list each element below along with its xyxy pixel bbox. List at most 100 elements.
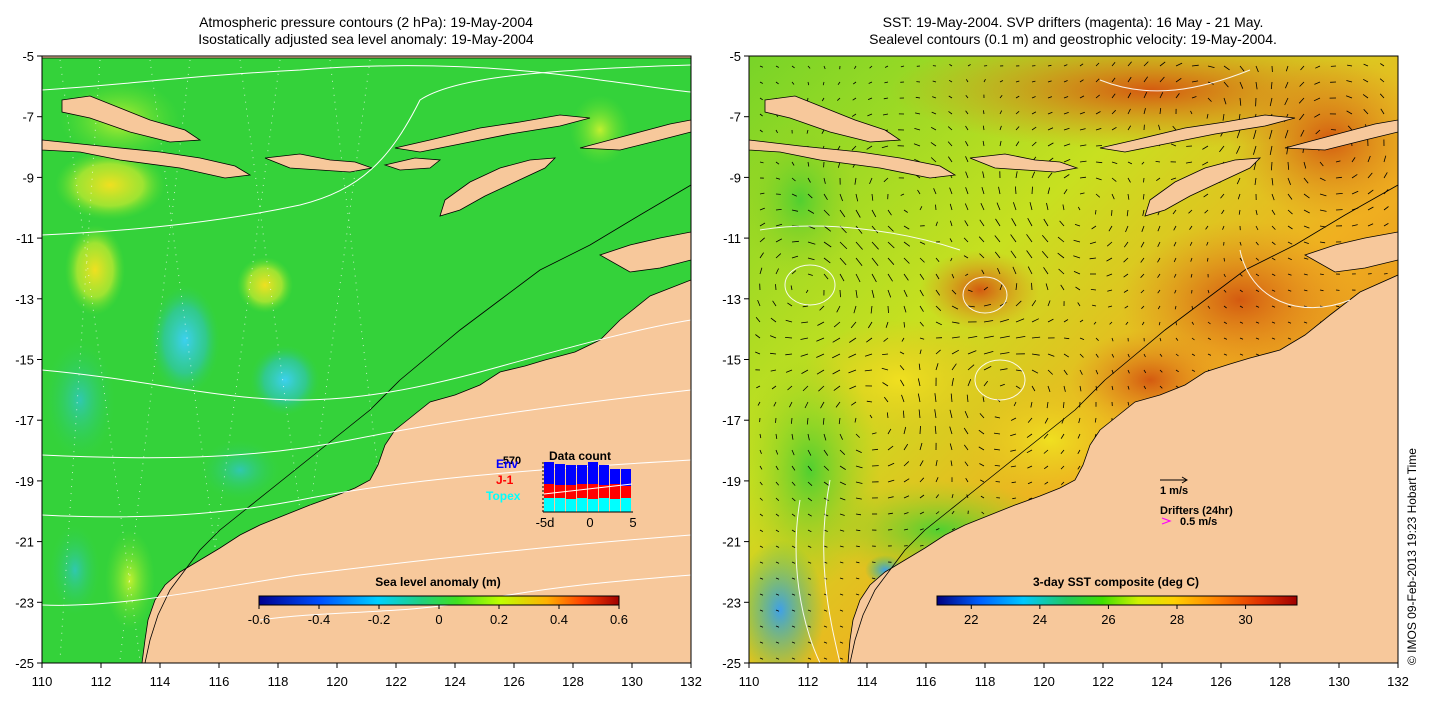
right-xtick-label: 124	[1151, 674, 1173, 689]
right-ytick-label: -17	[722, 413, 741, 428]
left-xtick-label: 128	[562, 674, 584, 689]
dc-bar-env	[555, 464, 565, 485]
right-ytick-label: -13	[722, 292, 741, 307]
right-ytick-label: -15	[722, 353, 741, 368]
left-ytick-label: -17	[15, 413, 34, 428]
right-y-axis: -5 -7 -9 -11 -13 -15 -17 -19 -21 -23 -25	[722, 49, 749, 671]
dc-bar-topex	[566, 499, 576, 512]
left-x-axis: 110 112 114 116 118 120 122 124 126 128 130 132	[32, 663, 702, 689]
dc-xtick-1: 0	[586, 515, 593, 530]
right-ytick-label: -21	[722, 535, 741, 550]
right-ytick-label: -9	[729, 170, 741, 185]
left-ytick-label: -25	[15, 656, 34, 671]
legend-env: Env	[496, 457, 518, 471]
right-xtick-label: 130	[1328, 674, 1350, 689]
velocity-key-label: 1 m/s	[1160, 485, 1188, 497]
right-xtick-label: 122	[1092, 674, 1114, 689]
dc-bar-j1	[588, 484, 598, 499]
drifters-label: Drifters (24hr)	[1160, 505, 1233, 517]
left-ytick-label: -7	[22, 110, 34, 125]
dc-bar-j1	[610, 484, 620, 499]
left-shelf-contour	[144, 184, 691, 663]
left-y-axis: -5 -7 -9 -11 -13 -15 -17 -19 -21 -23 -25	[15, 49, 42, 671]
imos-credit: © IMOS 09-Feb-2013 19:23 Hobart Time	[1405, 448, 1419, 665]
sla-cb-ticks-label: -0.6	[248, 612, 270, 627]
left-ytick-label: -9	[22, 170, 34, 185]
dc-bar-j1	[577, 484, 587, 498]
right-xtick-label: 118	[975, 674, 996, 689]
dc-bar-j1	[566, 485, 576, 499]
legend-j1: J-1	[496, 473, 514, 487]
left-ytick-label: -23	[15, 595, 34, 610]
data-count-max: 570	[503, 455, 521, 467]
left-ytick-label: -5	[22, 49, 34, 64]
drifter-key-icon	[1161, 517, 1172, 525]
sst-colorbar-ticks: 22 24 26 28 30	[964, 605, 1253, 627]
right-xtick-label: 132	[1387, 674, 1409, 689]
sst-cb-ticks-label: 24	[1033, 612, 1047, 627]
dc-bar-j1	[621, 486, 631, 498]
dc-bar-env	[588, 462, 598, 484]
right-xtick-label: 112	[798, 674, 819, 689]
left-xtick-label: 124	[444, 674, 466, 689]
dc-bar-topex	[588, 499, 598, 512]
sla-cb-ticks-label: -0.2	[368, 612, 390, 627]
velocity-key: 1 m/s Drifters (24hr) 0.5 m/s	[1160, 476, 1233, 528]
dc-bar-topex	[577, 498, 587, 512]
data-count-title: Data count	[549, 449, 611, 463]
left-xtick-label: 114	[150, 674, 171, 689]
data-count-inset: Data count 570 Env J-1 Topex -5d 0 5	[486, 449, 637, 530]
right-ytick-label: -5	[729, 49, 741, 64]
dc-bar-topex	[610, 499, 620, 512]
dc-bar-env	[621, 469, 631, 486]
left-xtick-label: 112	[91, 674, 112, 689]
sla-cb-ticks-label: 0.6	[610, 612, 628, 627]
left-xtick-label: 118	[268, 674, 289, 689]
sla-colorbar-label: Sea level anomaly (m)	[375, 575, 500, 589]
right-xtick-label: 114	[857, 674, 878, 689]
right-xtick-label: 110	[739, 674, 760, 689]
sla-colorbar: Sea level anomaly (m) -0.6 -0.4 -0.2 0 0.2 0.…	[248, 575, 628, 627]
sla-cb-ticks-label: -0.4	[308, 612, 330, 627]
sst-colorbar: 3-day SST composite (deg C) 22 24 26 28 30	[936, 575, 1298, 627]
right-x-axis: 110 112 114 116 118 120 122 124 126 128 130 132	[739, 663, 1409, 689]
right-xtick-label: 126	[1210, 674, 1232, 689]
left-ytick-label: -11	[16, 231, 34, 246]
dc-bar-env	[610, 469, 620, 484]
sla-colorbar-ticks: -0.6 -0.4 -0.2 0 0.2 0.4 0.6	[248, 605, 628, 627]
dc-bar-topex	[544, 498, 554, 512]
left-ytick-label: -21	[15, 535, 34, 550]
dc-bar-env	[577, 465, 587, 484]
sst-cb-ticks-label: 28	[1170, 612, 1184, 627]
left-xtick-label: 132	[680, 674, 702, 689]
left-xtick-label: 120	[326, 674, 348, 689]
right-ytick-label: -19	[722, 474, 741, 489]
sla-cb-ticks-label: 0.2	[490, 612, 508, 627]
dc-xtick-2: 5	[629, 515, 636, 530]
sst-cb-ticks-label: 30	[1238, 612, 1252, 627]
sla-cb-ticks-label: 0.4	[550, 612, 568, 627]
left-xtick-label: 122	[385, 674, 407, 689]
left-ytick-label: -19	[15, 474, 34, 489]
right-title-line2: Sealevel contours (0.1 m) and geostrophi…	[869, 31, 1277, 47]
drifter-key-label: 0.5 m/s	[1180, 516, 1217, 528]
dc-bar-topex	[599, 498, 609, 512]
right-shelf-contour	[849, 184, 1398, 663]
dc-bar-topex	[621, 498, 631, 512]
left-xtick-label: 130	[621, 674, 643, 689]
dc-bar-env	[566, 465, 576, 485]
left-xtick-label: 126	[503, 674, 525, 689]
sst-cb-ticks-label: 26	[1101, 612, 1115, 627]
right-ytick-label: -7	[729, 110, 741, 125]
left-title-line1: Atmospheric pressure contours (2 hPa): 1…	[199, 14, 533, 30]
right-xtick-label: 128	[1269, 674, 1291, 689]
right-xtick-label: 116	[916, 674, 937, 689]
right-map	[749, 56, 1398, 663]
dc-bar-j1	[555, 485, 565, 498]
right-ytick-label: -11	[723, 231, 741, 246]
dc-bar-j1	[544, 484, 554, 498]
legend-topex: Topex	[486, 489, 521, 503]
dc-xtick-0: -5d	[536, 515, 555, 530]
left-xtick-label: 116	[209, 674, 230, 689]
